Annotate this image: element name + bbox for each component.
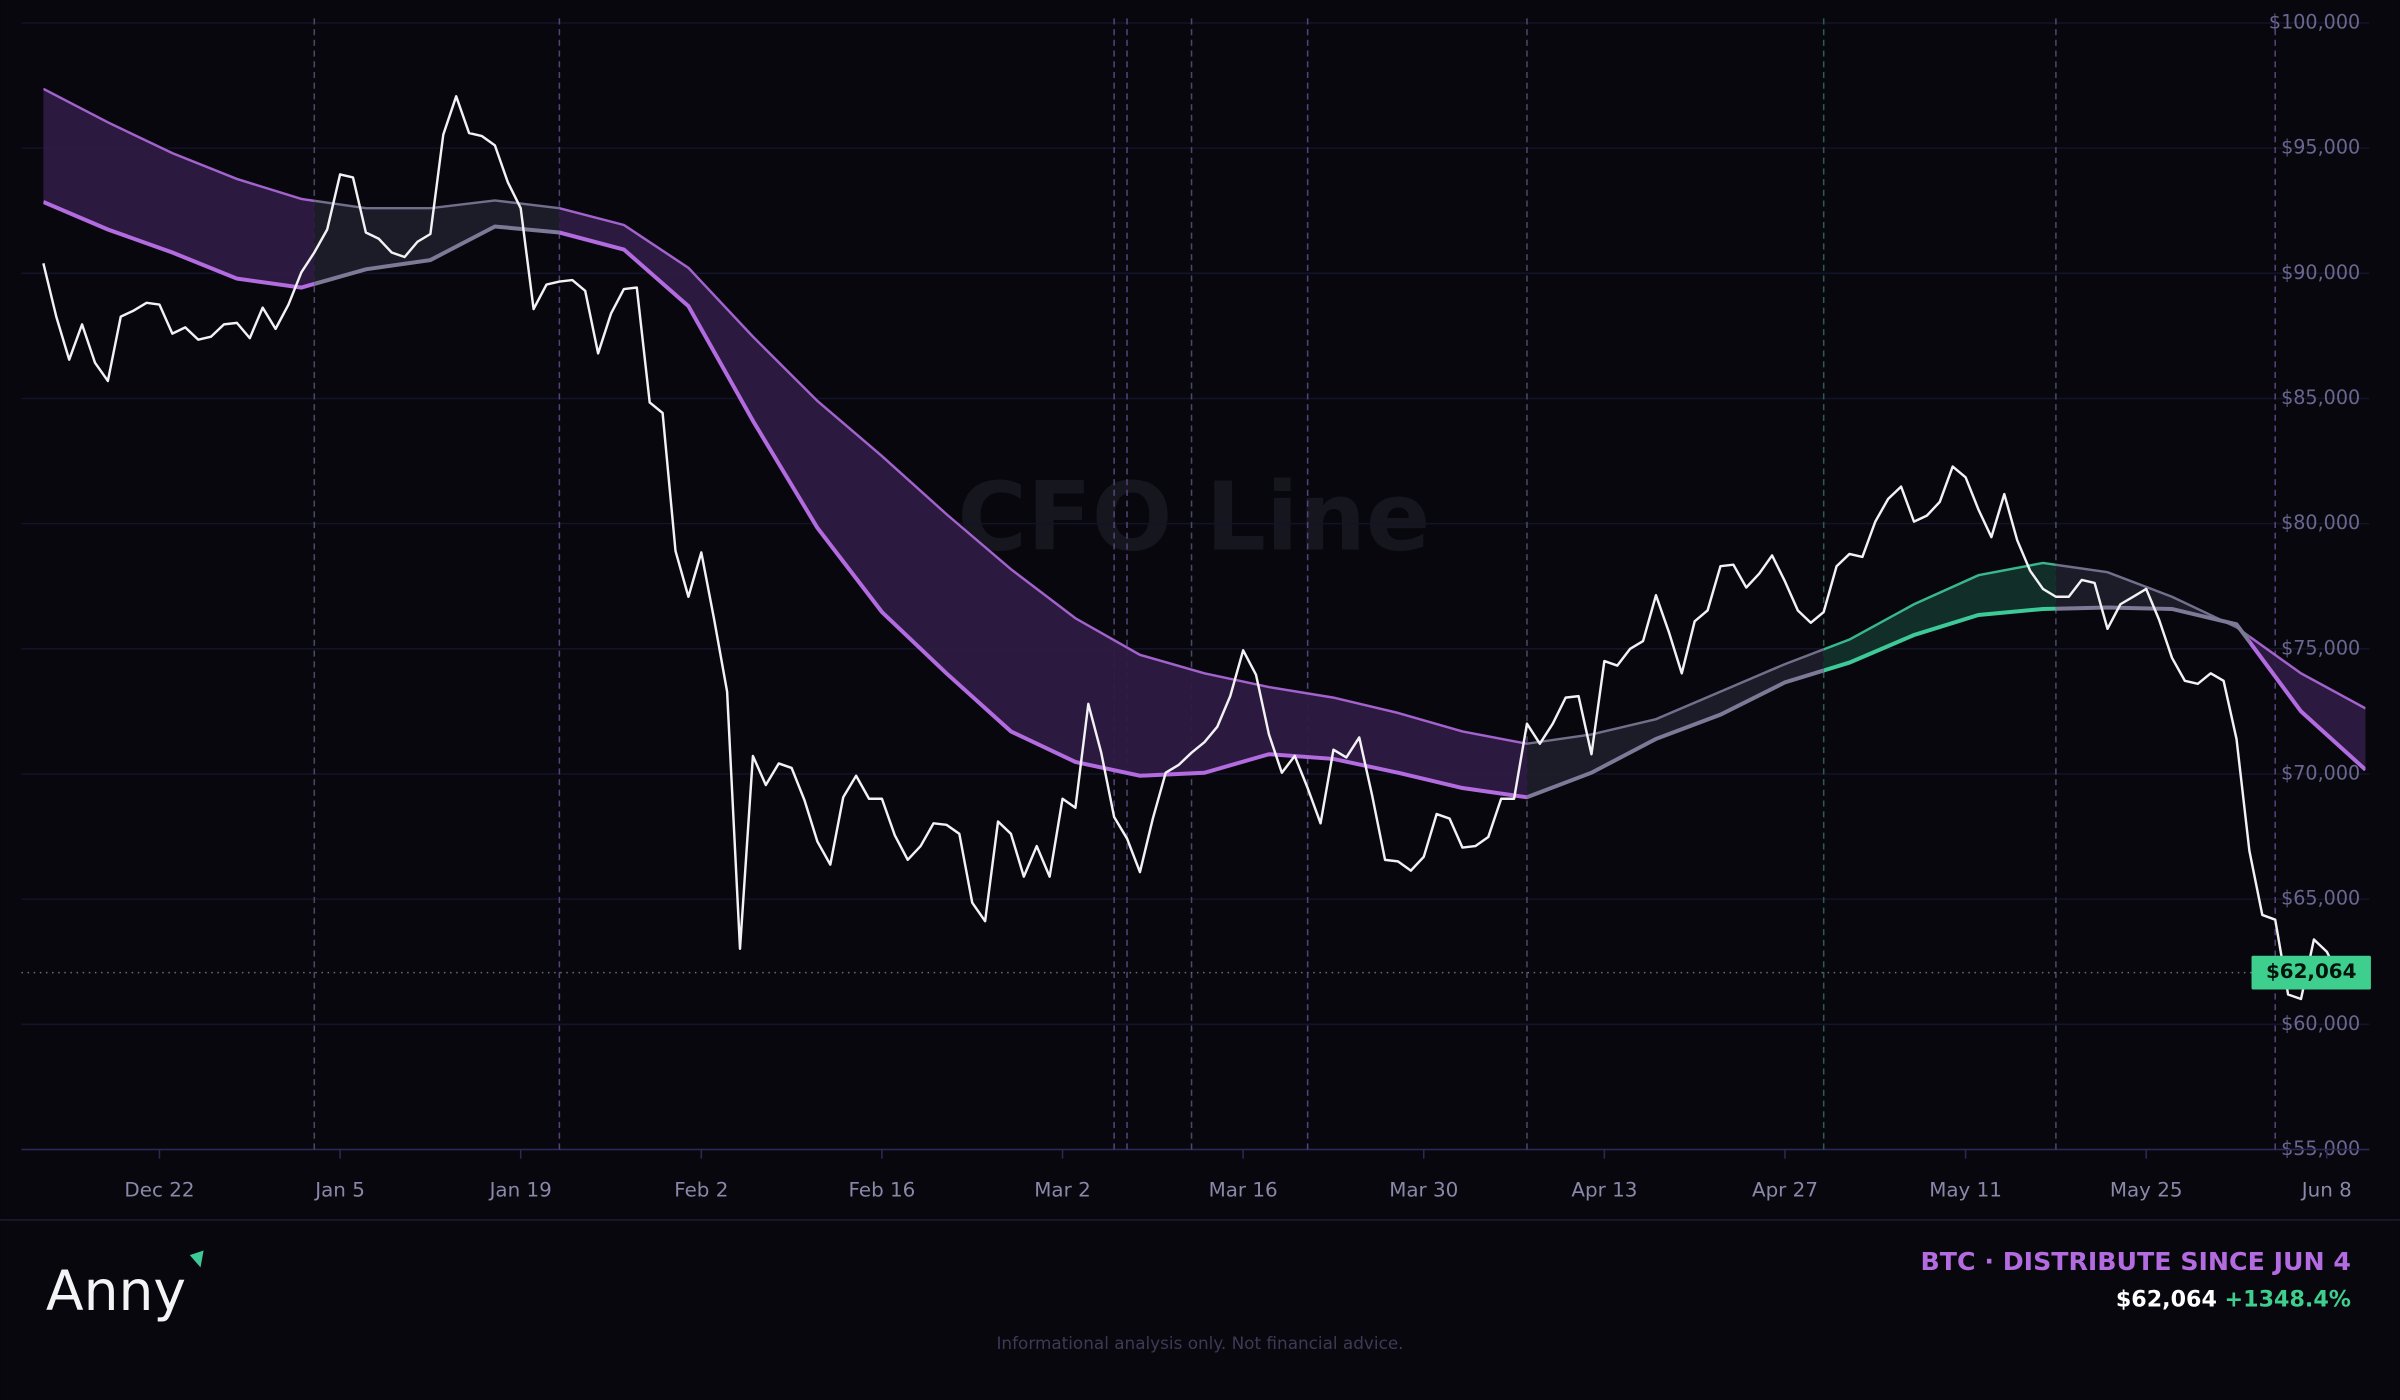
x-tick-label: May 11 — [1929, 1178, 2002, 1201]
price-tag-label: $62,064 — [2266, 960, 2357, 983]
band-upper — [1823, 561, 2056, 651]
y-tick-label: $85,000 — [2281, 386, 2360, 409]
x-tick-label: Jan 5 — [313, 1178, 365, 1201]
y-tick-label: $95,000 — [2281, 136, 2360, 159]
x-tick-label: May 25 — [2110, 1178, 2183, 1201]
price-line — [42, 95, 2366, 1001]
x-tick-label: Dec 22 — [124, 1178, 194, 1201]
y-tick-label: $90,000 — [2281, 261, 2360, 284]
footer-price: $62,064 — [2116, 1286, 2217, 1312]
band-upper — [559, 206, 1527, 745]
x-tick-label: Feb 16 — [849, 1178, 916, 1201]
y-tick-label: $65,000 — [2281, 887, 2360, 910]
x-tick-label: Mar 2 — [1034, 1178, 1090, 1201]
band-lower — [314, 224, 560, 286]
x-tick-label: Mar 16 — [1209, 1178, 1278, 1201]
signal-label: BTC · DISTRIBUTE SINCE JUN 4 — [1921, 1247, 2351, 1276]
band-fill — [559, 208, 1527, 798]
price-tag — [2251, 955, 2371, 990]
x-tick-label: Jan 19 — [488, 1178, 552, 1201]
y-tick-label: $55,000 — [2281, 1137, 2360, 1160]
band-fill — [1823, 562, 2056, 671]
footer-change: +1348.4% — [2225, 1286, 2351, 1312]
logo: Anny — [46, 1259, 186, 1323]
band-lower — [1823, 606, 2056, 673]
y-tick-label: $100,000 — [2269, 10, 2360, 33]
x-tick-label: Feb 2 — [674, 1178, 728, 1201]
band-fill — [2249, 636, 2366, 770]
band-lower — [559, 230, 1527, 800]
band-fill — [43, 88, 315, 288]
band-upper — [314, 199, 560, 210]
y-tick-label: $75,000 — [2281, 636, 2360, 659]
band-fill — [314, 200, 560, 284]
y-tick-label: $80,000 — [2281, 511, 2360, 534]
x-tick-label: Mar 30 — [1389, 1178, 1458, 1201]
y-tick-label: $70,000 — [2281, 761, 2360, 784]
band-fill — [1526, 649, 1824, 798]
y-tick-label: $60,000 — [2281, 1012, 2360, 1035]
x-tick-label: Apr 13 — [1571, 1178, 1637, 1201]
x-tick-label: Jun 8 — [2300, 1178, 2352, 1201]
logo-accent — [189, 1250, 204, 1268]
disclaimer: Informational analysis only. Not financi… — [996, 1333, 1403, 1353]
x-tick-label: Apr 27 — [1752, 1178, 1818, 1201]
footer-price-line: $62,064 +1348.4% — [2116, 1286, 2351, 1312]
watermark-title: CFO Line — [957, 462, 1430, 572]
plot-area: $55,000 $60,000 $65,000 $70,000 $75,000 $80,0… — [21, 10, 2371, 1201]
